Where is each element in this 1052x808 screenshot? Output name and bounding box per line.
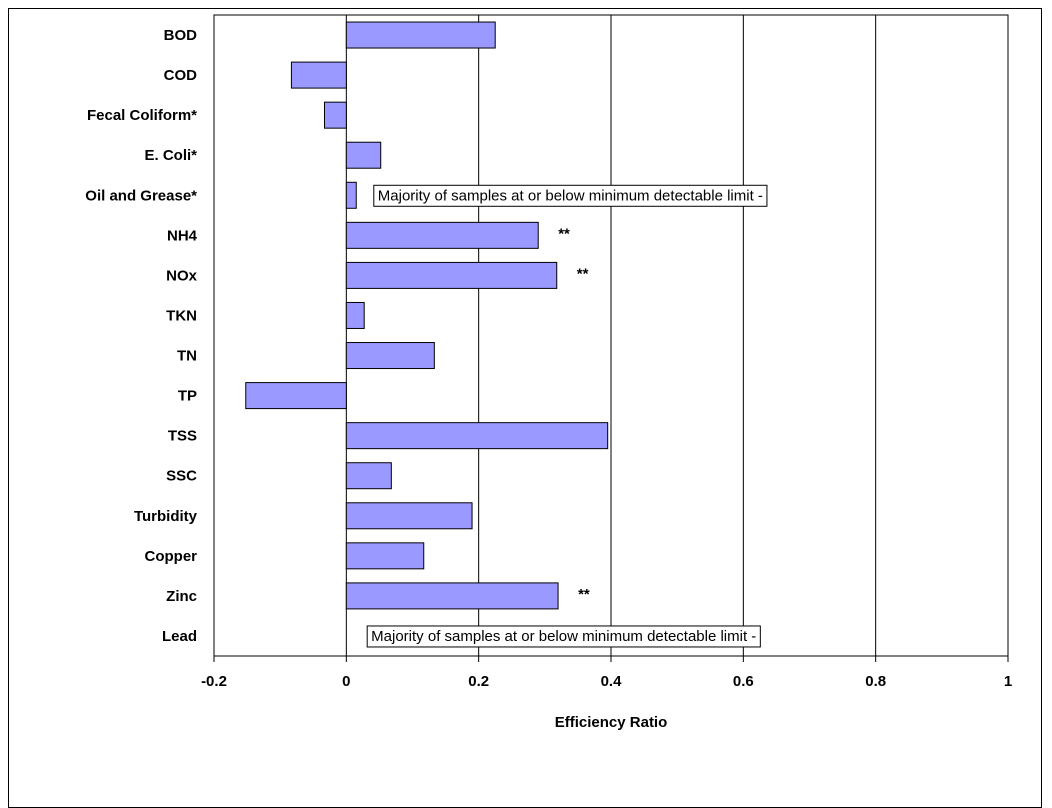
- annotation-text: Majority of samples at or below minimum …: [378, 187, 763, 204]
- chart-frame: BOD COD Fecal Coliform* E. Coli* Oil and Gre…: [8, 8, 1042, 808]
- bar: [345, 502, 473, 530]
- bar: [290, 61, 347, 89]
- bar: [345, 181, 357, 209]
- category-label: Lead: [162, 628, 197, 645]
- bar: [245, 382, 347, 410]
- annotation-text: Majority of samples at or below minimum …: [371, 628, 756, 645]
- annotation-frame: [373, 184, 768, 207]
- x-tick-label: -0.2: [201, 673, 227, 690]
- annotation-box: Majority of samples at or below minimum …: [373, 184, 768, 207]
- category-label: TKN: [166, 307, 197, 324]
- significance-marks: ** ** **: [558, 225, 590, 603]
- x-axis-title: Efficiency Ratio: [555, 714, 668, 731]
- category-label: Turbidity: [134, 508, 198, 525]
- x-tick-label: 0.2: [468, 673, 489, 690]
- category-label: Copper: [145, 548, 198, 565]
- significance-mark: **: [558, 225, 570, 242]
- category-label: TN: [177, 348, 197, 365]
- category-label: BOD: [164, 27, 198, 44]
- bar: [345, 462, 392, 490]
- category-label: NOx: [166, 267, 198, 284]
- category-label: E. Coli*: [144, 147, 197, 164]
- bar: [345, 542, 425, 570]
- category-label: SSC: [166, 468, 197, 485]
- annotation-frame: [366, 625, 761, 648]
- x-tick-label: 1: [1004, 673, 1012, 690]
- bar: [345, 342, 435, 370]
- significance-mark: **: [577, 265, 589, 282]
- x-tick-label: 0.4: [601, 673, 623, 690]
- bar: [345, 301, 365, 329]
- bar: [345, 141, 382, 169]
- bar: [323, 101, 347, 129]
- category-label: Fecal Coliform*: [87, 107, 197, 124]
- efficiency-ratio-chart: BOD COD Fecal Coliform* E. Coli* Oil and Gre…: [85, 14, 1012, 731]
- annotation-box: Majority of samples at or below minimum …: [366, 625, 761, 648]
- category-label: COD: [164, 67, 198, 84]
- bar: [345, 21, 496, 49]
- category-label: Zinc: [166, 588, 197, 605]
- bars: [245, 21, 609, 610]
- category-label: TP: [178, 388, 197, 405]
- bar: [345, 582, 559, 610]
- category-label: NH4: [167, 227, 198, 244]
- x-axis-ticks: -0.2 0 0.2 0.4 0.6 0.8 1: [201, 656, 1012, 690]
- category-label: TSS: [168, 428, 197, 445]
- x-tick-label: 0.6: [733, 673, 754, 690]
- bar: [345, 422, 609, 450]
- annotations: Majority of samples at or below minimum …: [366, 184, 768, 648]
- bar: [345, 261, 558, 289]
- significance-mark: **: [578, 586, 590, 603]
- x-tick-label: 0.8: [865, 673, 886, 690]
- x-tick-label: 0: [342, 673, 350, 690]
- category-label: Oil and Grease*: [85, 187, 197, 204]
- category-labels: BOD COD Fecal Coliform* E. Coli* Oil and Gre…: [85, 27, 197, 645]
- bar: [345, 221, 539, 249]
